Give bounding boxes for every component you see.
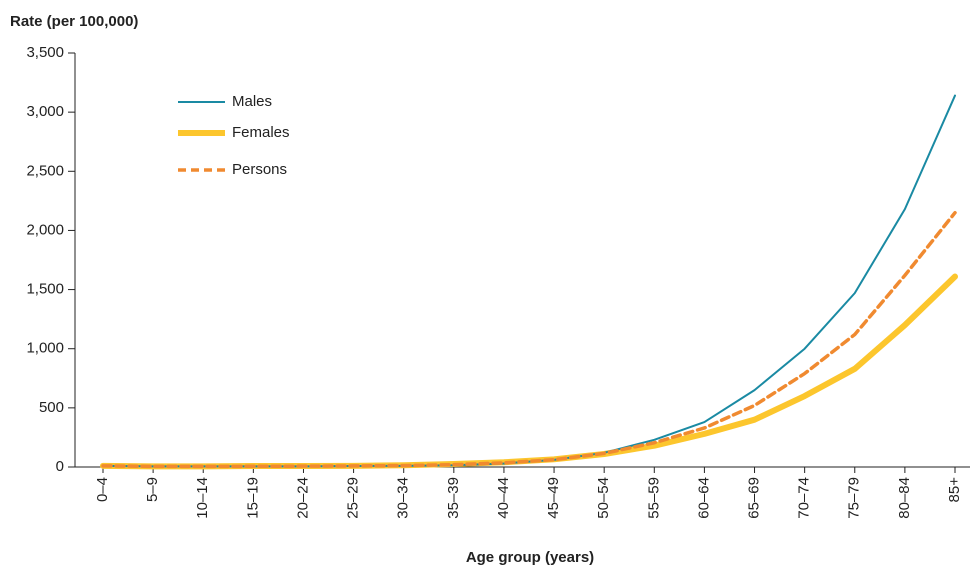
x-tick-label: 50–54 (595, 477, 612, 519)
y-tick-label: 500 (39, 399, 64, 416)
y-axis-label: Rate (per 100,000) (10, 13, 138, 30)
x-axis-label: Age group (years) (466, 549, 594, 566)
y-tick-label: 3,000 (26, 103, 64, 120)
x-tick-label: 80–84 (896, 477, 913, 519)
x-tick-label: 40–44 (495, 477, 512, 519)
y-tick-label: 1,000 (26, 340, 64, 357)
x-tick-label: 55–59 (645, 477, 662, 519)
x-tick-label: 60–64 (695, 477, 712, 519)
legend-label: Males (232, 93, 272, 110)
y-tick-label: 2,500 (26, 162, 64, 179)
series-line (102, 94, 956, 468)
y-tick-label: 0 (56, 458, 64, 475)
x-tick-label: 35–39 (445, 477, 462, 519)
legend-label: Persons (232, 161, 287, 178)
x-tick-label: 30–34 (395, 477, 412, 519)
y-tick-label: 3,500 (26, 44, 64, 61)
x-tick-label: 65–69 (745, 477, 762, 519)
x-tick-label: 70–74 (796, 477, 813, 519)
x-tick-label: 75–79 (846, 477, 863, 519)
legend-label: Females (232, 124, 290, 141)
x-tick-label: 20–24 (294, 477, 311, 519)
x-tick-label: 15–19 (244, 477, 261, 519)
series-line (101, 210, 957, 469)
x-tick-label: 5–9 (144, 477, 161, 502)
x-tick-label: 0–4 (94, 477, 111, 502)
y-tick-label: 1,500 (26, 281, 64, 298)
y-tick-label: 2,000 (26, 221, 64, 238)
x-tick-label: 10–14 (194, 477, 211, 519)
x-tick-label: 85+ (946, 477, 963, 503)
x-tick-label: 25–29 (345, 477, 362, 519)
x-tick-label: 45–49 (545, 477, 562, 519)
series-line (100, 273, 958, 470)
